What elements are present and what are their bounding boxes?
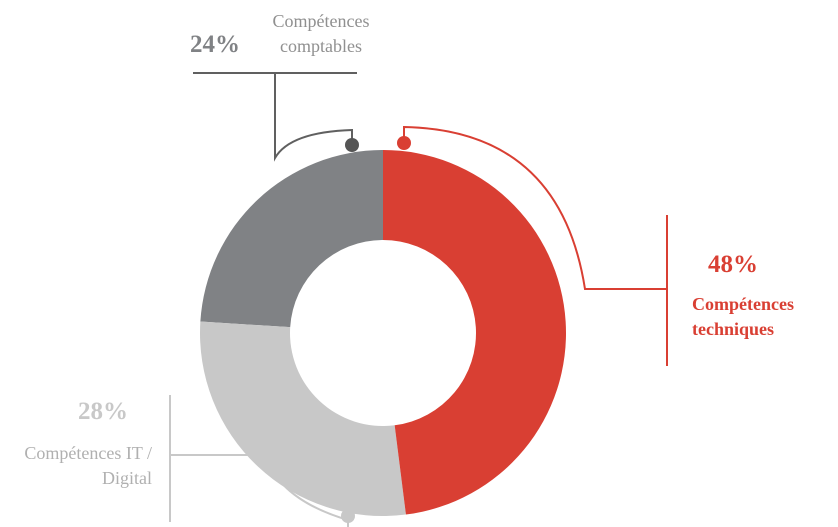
leader-dot: [341, 509, 355, 523]
donut-slice: [200, 150, 383, 328]
leader-line: [274, 73, 353, 162]
category-label: Compétences techniques: [692, 294, 794, 339]
value-label: 24%: [190, 31, 240, 58]
donut-slice: [383, 150, 567, 515]
donut-slice: [200, 321, 406, 516]
category-label: Compétences IT / Digital: [24, 443, 152, 488]
value-label: 28%: [78, 398, 128, 425]
leader-line: [403, 125, 667, 290]
leader-dot: [345, 138, 359, 152]
leaders: [169, 72, 668, 527]
category-label: Compétences comptables: [272, 11, 370, 56]
leader-dot: [397, 136, 411, 150]
value-label: 48%: [708, 251, 758, 278]
